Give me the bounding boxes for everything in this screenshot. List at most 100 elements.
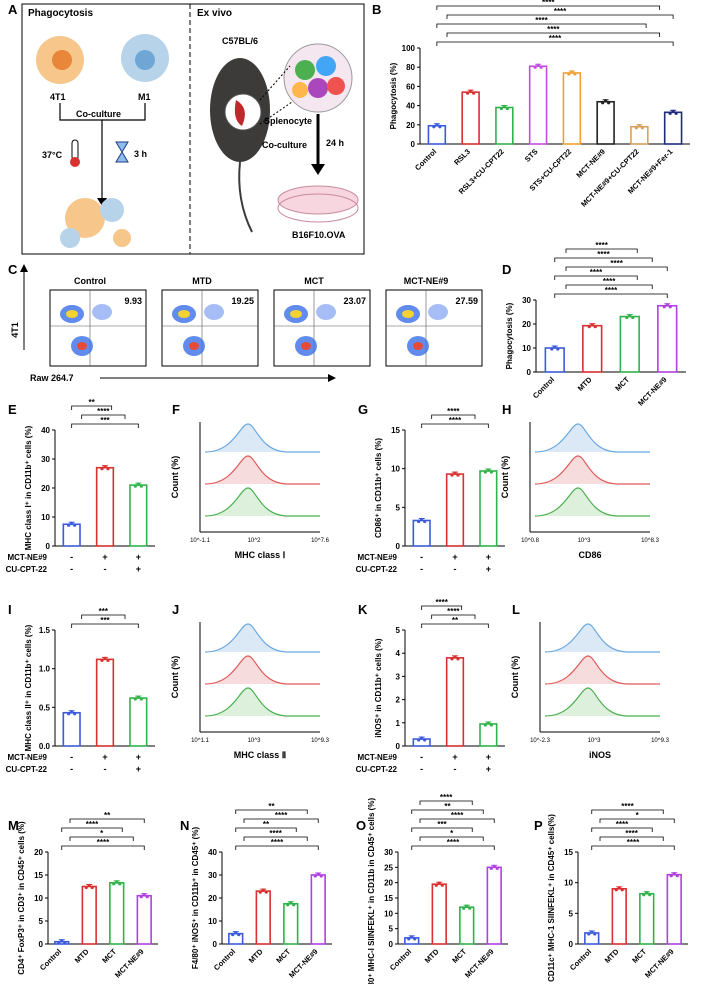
y-tick-label: 30 (208, 871, 217, 880)
y-tick-label: 40 (41, 426, 50, 435)
flow-value: 27.59 (455, 296, 478, 306)
bar (62, 523, 81, 547)
y-tick-label: 1 (396, 719, 401, 728)
data-point (106, 658, 110, 662)
x-tick-label: Control (531, 375, 556, 400)
schematic-border (21, 3, 365, 255)
sig-label: **** (597, 250, 610, 259)
data-point (417, 738, 421, 742)
y-tick-label: 15 (391, 426, 400, 435)
sig-bracket (81, 614, 126, 619)
chart-m: M 0 5 10 15 20 CD4⁺ FoxP3⁺ in CD3⁺ in CD45⁺ ce… (8, 811, 158, 980)
hist-xlabel: MHC class Ⅱ (234, 750, 286, 760)
y-tick-label: 20 (208, 894, 217, 903)
data-point (316, 872, 320, 876)
x-tick-label: MCT (274, 947, 292, 965)
hist-tick-label: 10^0.8 (521, 538, 539, 544)
flow-population (92, 304, 112, 320)
data-point (668, 111, 672, 115)
target-label: B16F10.OVA (292, 230, 346, 240)
flow-title: MTD (192, 276, 212, 286)
data-point (420, 517, 424, 522)
y-axis-label: CD4⁺ FoxP3⁺ in CD3⁺ in CD45⁺ cells (%) (17, 821, 26, 975)
sig-label: **** (451, 811, 464, 820)
bar (639, 892, 655, 945)
hist-ylabel: Count (%) (510, 656, 520, 699)
bar (445, 473, 465, 547)
bar (486, 866, 502, 945)
data-point (73, 523, 77, 527)
x-tick-label: MTD (576, 375, 594, 393)
data-point (539, 65, 543, 69)
sig-bracket (69, 818, 145, 823)
data-point (139, 697, 143, 701)
hist-fill (545, 656, 660, 684)
hist-curve (544, 655, 660, 685)
data-point (466, 91, 470, 95)
data-point (450, 657, 454, 661)
sig-bracket (421, 423, 489, 428)
treat2-mark: + (486, 764, 491, 774)
bar (427, 124, 447, 145)
hist-tick-label: 10^-2.3 (530, 738, 550, 744)
data-point (438, 125, 442, 129)
flow-xlabel: Raw 264.7 (30, 373, 74, 383)
treat1-mark: - (420, 752, 423, 762)
data-point (234, 931, 238, 935)
sig-bracket (565, 284, 653, 289)
treat1-mark: + (486, 552, 491, 562)
data-point (70, 710, 74, 714)
hist-curve (204, 623, 320, 653)
treat1-label: MCT-NE#9 (357, 553, 397, 562)
y-tick-label: 15 (384, 894, 393, 903)
hist-fill (535, 456, 650, 484)
data-point (668, 305, 672, 309)
sig-bracket (411, 845, 495, 850)
sig-bracket (235, 827, 297, 832)
treat1-mark: + (452, 752, 457, 762)
data-point (472, 91, 476, 95)
data-point (420, 736, 424, 740)
x-tick-label: MCT-NE#9+CU-CPT22 (579, 147, 641, 209)
sig-bracket (419, 800, 473, 805)
data-point (625, 315, 629, 320)
y-tick-label: 20 (406, 121, 415, 130)
data-point (462, 906, 466, 910)
data-point (133, 697, 137, 701)
x-tick-label: MCT-NE#9 (574, 147, 607, 180)
bar (596, 100, 615, 145)
y-tick-label: 0 (527, 368, 532, 377)
data-point (502, 104, 506, 109)
data-point (423, 738, 427, 742)
y-tick-label: 100 (402, 44, 416, 53)
splenocyte-arrow-head-icon (311, 164, 325, 175)
x-tick-label: MCT-NE#9 (113, 947, 146, 980)
flow-frame (273, 289, 371, 367)
y-tick-label: 1.5 (39, 626, 51, 635)
data-point (103, 465, 107, 469)
data-point (669, 874, 673, 878)
y-tick-label: 3 (396, 672, 401, 681)
sig-bracket (421, 605, 463, 610)
data-point (57, 941, 61, 945)
y-tick-label: 0 (396, 742, 401, 751)
x-tick-label: MCT-NE#9 (643, 947, 676, 980)
panel-label-c: C (8, 262, 18, 277)
histograms: F Count (%) 10^-1.1 10^2 10^7.6 MHC class Ⅰ H C… (170, 402, 670, 760)
y-tick-label: 10 (41, 513, 50, 522)
data-point (620, 888, 624, 892)
sig-label: *** (99, 607, 109, 616)
y-tick-label: 60 (406, 82, 415, 91)
data-point (100, 658, 104, 662)
treat2-mark: - (70, 564, 73, 574)
mouse-label: C57BL/6 (222, 36, 258, 46)
x-tick-label: MTD (73, 947, 91, 965)
data-point (674, 111, 678, 115)
y-tick-label: 10 (564, 879, 573, 888)
data-point (604, 99, 608, 103)
data-point (84, 885, 88, 890)
data-point (435, 123, 439, 127)
sig-bracket (61, 827, 123, 832)
hist-ylabel: Count (%) (170, 656, 180, 699)
